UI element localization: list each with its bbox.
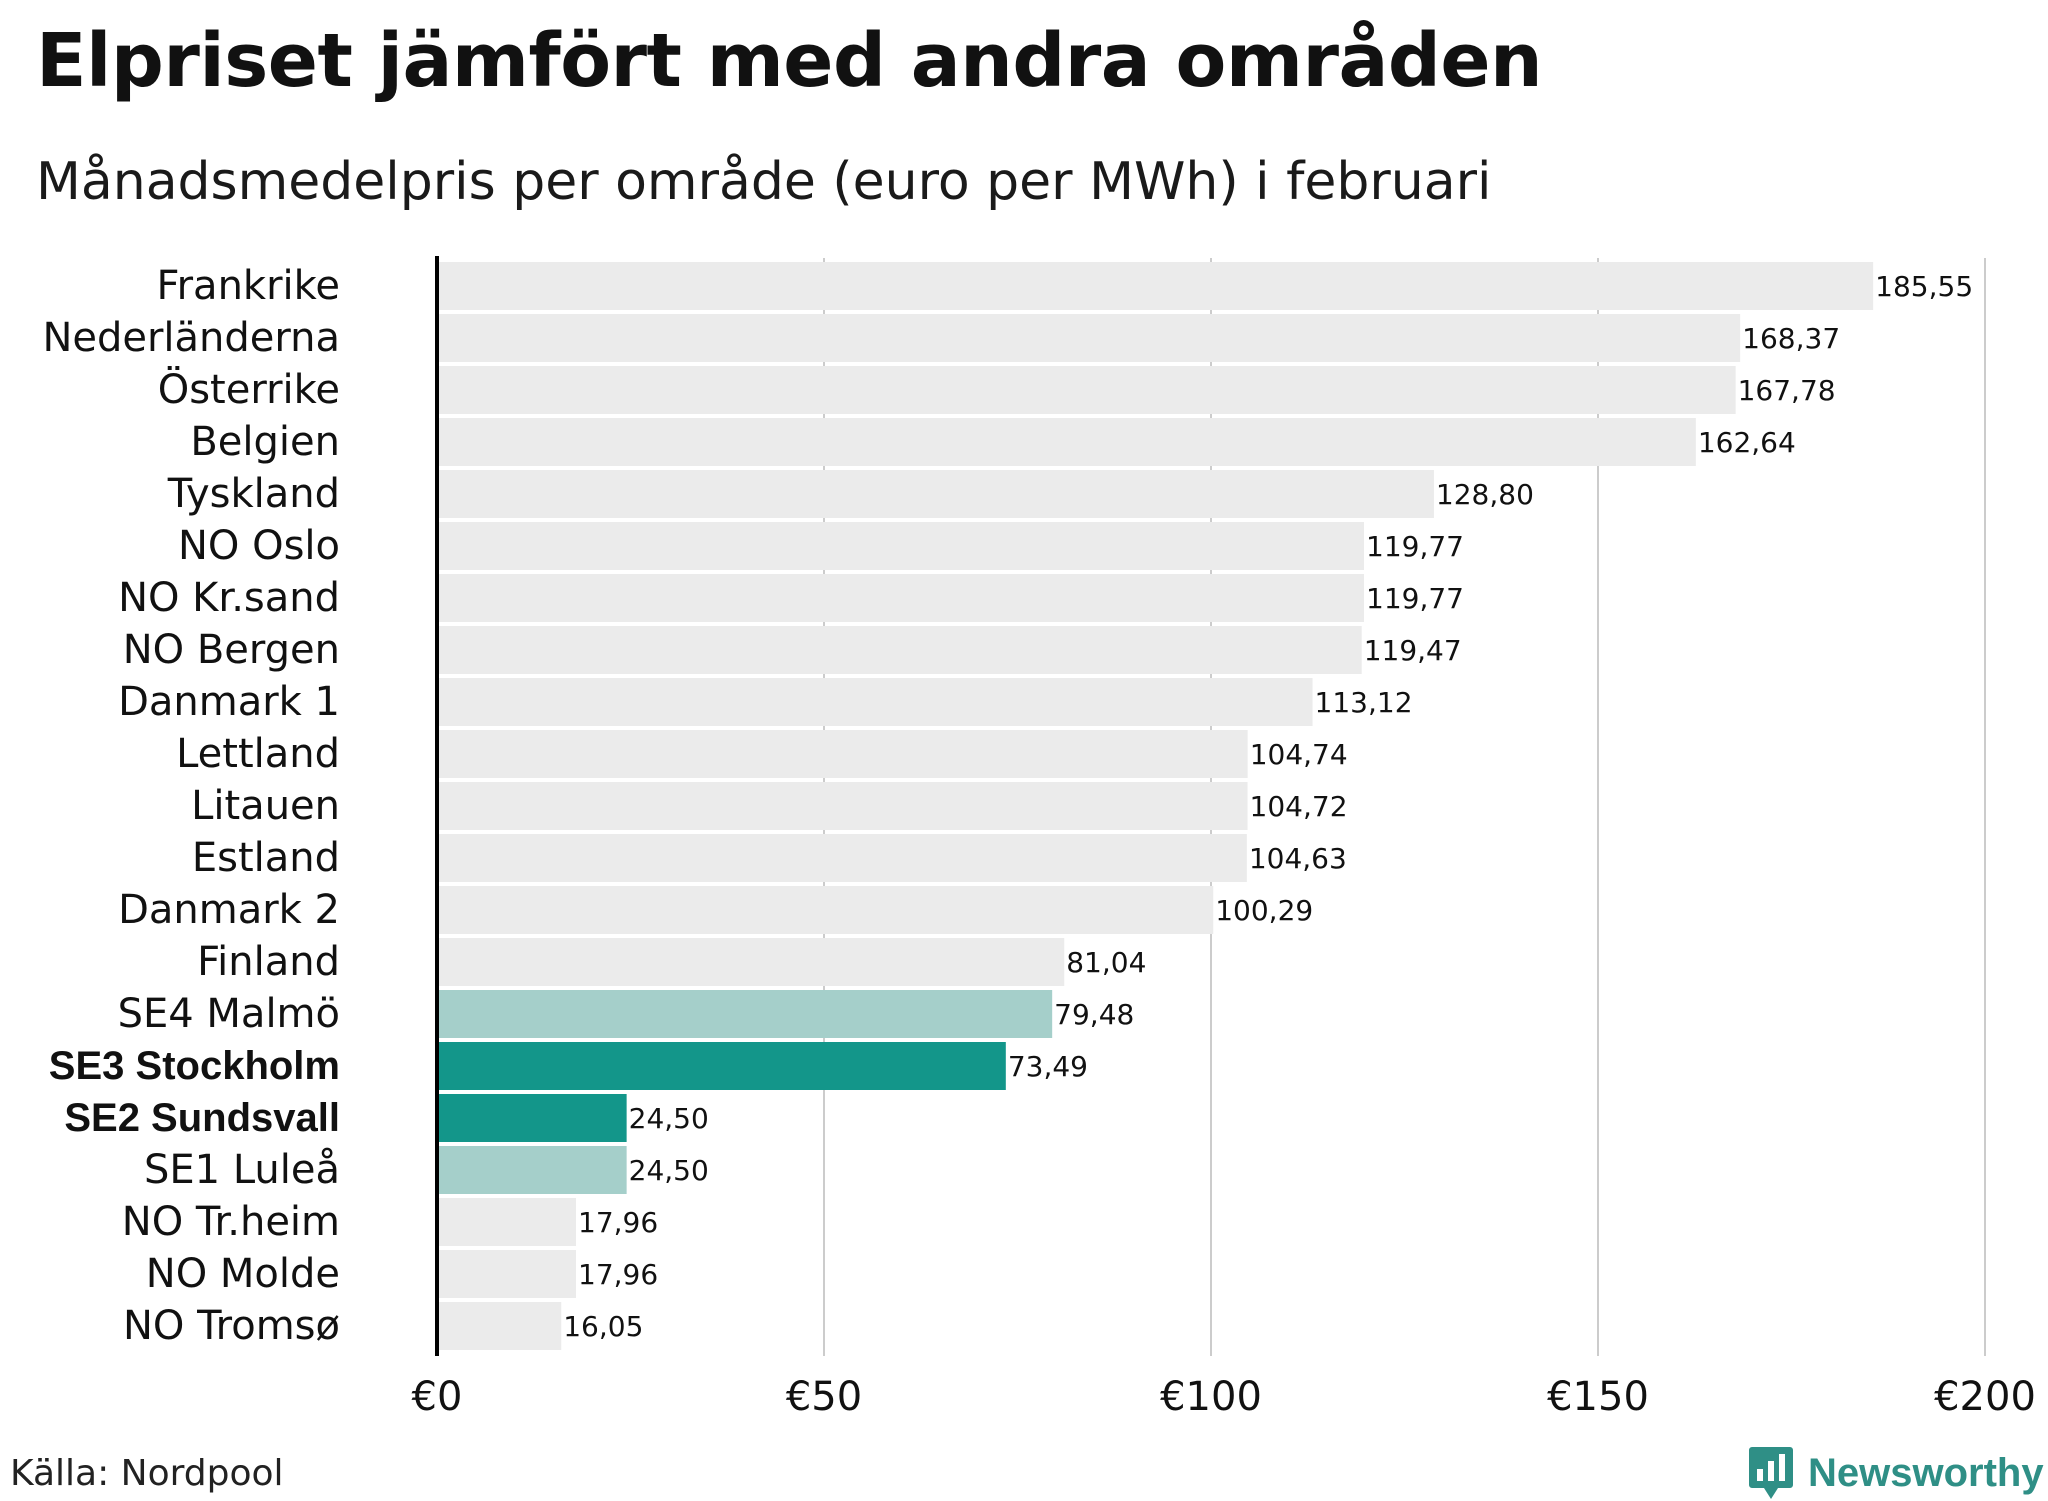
value-label: 162,64 — [1698, 426, 1796, 459]
bar — [437, 470, 1434, 518]
value-label: 24,50 — [629, 1154, 709, 1187]
category-label: Danmark 2 — [118, 887, 340, 933]
category-label: SE3 Stockholm — [49, 1044, 340, 1088]
category-label: Lettland — [176, 731, 340, 777]
bar — [437, 626, 1362, 674]
bar — [437, 574, 1365, 622]
value-label: 119,77 — [1366, 582, 1464, 615]
value-label: 119,47 — [1364, 634, 1462, 667]
bar — [437, 522, 1365, 570]
category-label: Belgien — [190, 419, 340, 465]
bar — [437, 1146, 627, 1194]
bar — [437, 938, 1065, 986]
newsworthy-logo: Newsworthy — [1748, 1445, 2044, 1501]
category-label: NO Tr.heim — [122, 1199, 340, 1245]
value-label: 16,05 — [563, 1310, 643, 1343]
bar — [437, 1094, 627, 1142]
value-label: 113,12 — [1315, 686, 1413, 719]
bar — [437, 782, 1248, 830]
category-label: Nederländerna — [42, 315, 340, 361]
category-label: Österrike — [158, 365, 340, 413]
value-label: 167,78 — [1738, 374, 1836, 407]
x-tick-label: €0 — [412, 1374, 463, 1420]
x-tick-label: €50 — [786, 1374, 862, 1420]
bar — [437, 314, 1741, 362]
value-label: 17,96 — [578, 1206, 658, 1239]
value-label: 104,72 — [1250, 790, 1348, 823]
category-label: NO Molde — [146, 1251, 340, 1297]
source-note: Källa: Nordpool — [10, 1453, 284, 1494]
x-tick-label: €200 — [1934, 1374, 2036, 1420]
bar — [437, 1198, 577, 1246]
value-label: 73,49 — [1008, 1050, 1088, 1083]
newsworthy-logo-text: Newsworthy — [1808, 1450, 2044, 1495]
x-tick-label: €100 — [1160, 1374, 1262, 1420]
category-label: Frankrike — [157, 263, 340, 309]
category-label: SE1 Luleå — [144, 1147, 340, 1193]
chart-subtitle: Månadsmedelpris per område (euro per MWh… — [36, 152, 1492, 212]
category-label: SE4 Malmö — [118, 991, 340, 1037]
chart-title: Elpriset jämfört med andra områden — [36, 18, 1543, 104]
bar — [437, 1302, 562, 1350]
newsworthy-logo-icon — [1749, 1447, 1793, 1499]
category-label: Litauen — [191, 783, 340, 829]
bar — [437, 366, 1736, 414]
bar — [437, 990, 1053, 1038]
value-label: 81,04 — [1066, 946, 1146, 979]
value-label: 104,63 — [1249, 842, 1347, 875]
value-label: 17,96 — [578, 1258, 658, 1291]
value-label: 119,77 — [1366, 530, 1464, 563]
bar — [437, 730, 1248, 778]
bar — [437, 1042, 1006, 1090]
value-label: 104,74 — [1250, 738, 1348, 771]
category-label: NO Oslo — [178, 523, 340, 569]
category-label: Estland — [192, 835, 340, 881]
bar — [437, 678, 1313, 726]
category-label: Tyskland — [167, 471, 340, 517]
category-label: NO Tromsø — [123, 1303, 340, 1349]
category-label: SE2 Sundsvall — [64, 1096, 340, 1140]
bar — [437, 886, 1214, 934]
category-label: Finland — [197, 939, 340, 985]
value-label: 168,37 — [1742, 322, 1840, 355]
value-label: 128,80 — [1436, 478, 1534, 511]
bar — [437, 262, 1874, 310]
category-label: NO Bergen — [123, 627, 340, 673]
value-label: 100,29 — [1215, 894, 1313, 927]
bar — [437, 1250, 577, 1298]
bar — [437, 418, 1696, 466]
x-tick-label: €150 — [1547, 1374, 1649, 1420]
value-label: 24,50 — [629, 1102, 709, 1135]
category-label: Danmark 1 — [118, 679, 340, 725]
bar — [437, 834, 1247, 882]
bar-chart: 185,55 Frankrike 168,37 Nederländerna 167,78… — [42, 256, 2036, 1420]
value-label: 79,48 — [1054, 998, 1134, 1031]
value-label: 185,55 — [1875, 270, 1973, 303]
category-label: NO Kr.sand — [118, 575, 340, 621]
